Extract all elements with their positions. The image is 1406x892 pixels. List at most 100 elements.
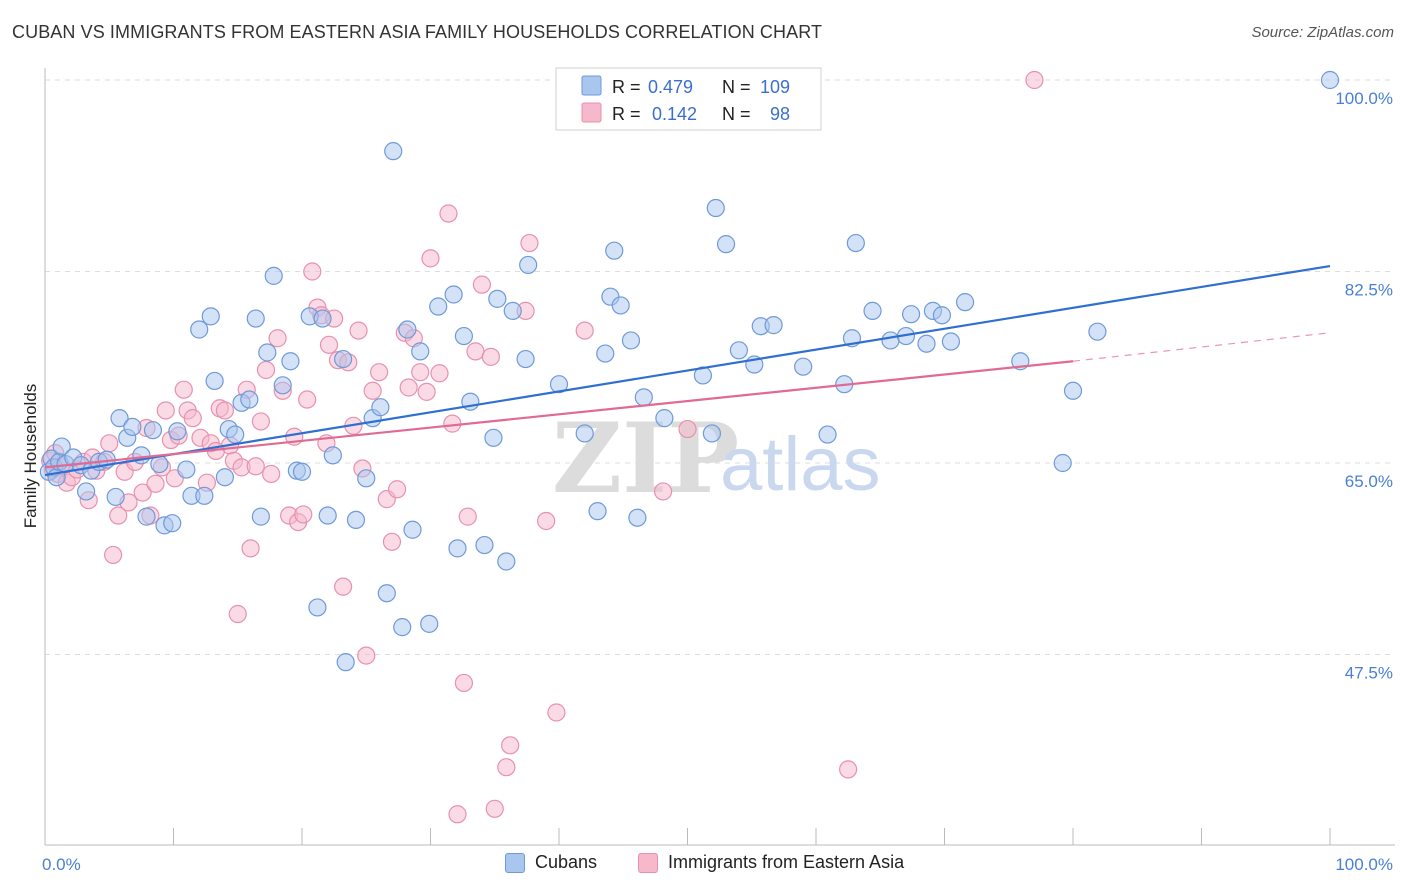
cubans-point [448, 539, 467, 558]
asia-point [251, 412, 270, 431]
cubans-point [411, 342, 430, 361]
x-tick-label: 100.0% [1335, 855, 1393, 874]
cubans-point [258, 343, 277, 362]
cubans-point [403, 520, 422, 539]
trend-lines [44, 264, 1331, 477]
cubans-point [308, 598, 327, 617]
series-immigrants-eastern-asia [41, 70, 1044, 824]
cubans-point [497, 552, 516, 571]
cubans-point [628, 508, 647, 527]
cubans-point [955, 293, 975, 312]
asia-point [501, 736, 520, 755]
y-tick-label: 47.5% [1345, 664, 1393, 683]
cubans-point [123, 417, 142, 436]
asia-point [678, 419, 697, 439]
watermark-zip: ZIP [552, 402, 739, 515]
cubans-point [77, 482, 96, 501]
cubans-point [377, 584, 396, 603]
asia-point [458, 507, 477, 526]
cubans-point [475, 535, 494, 555]
cubans-point [195, 486, 214, 505]
asia-point [349, 321, 368, 340]
x-tick-label: 0.0% [42, 855, 81, 874]
watermark-atlas: atlas [720, 422, 881, 507]
asia-point [104, 545, 123, 565]
cubans-point [251, 507, 270, 526]
asia-point [334, 577, 353, 596]
asia-point [1025, 70, 1044, 90]
asia-point [547, 703, 566, 722]
y-tick-label: 82.5% [1345, 281, 1393, 300]
asia-point [228, 604, 247, 624]
asia-point [256, 360, 276, 380]
cubans-point [655, 409, 674, 428]
cubans-point [588, 502, 607, 521]
legend-r-value: 0.142 [652, 104, 697, 124]
cubans-point [323, 446, 342, 465]
cubans-point [575, 424, 594, 443]
cubans-point [137, 507, 156, 526]
chart-title: CUBAN VS IMMIGRANTS FROM EASTERN ASIA FA… [12, 22, 823, 42]
cubans-point [205, 371, 224, 391]
cubans-point [596, 344, 615, 363]
asia-point [466, 342, 485, 361]
cubans-point [215, 468, 234, 487]
legend-n-value: 98 [770, 104, 790, 124]
cubans-point [1320, 70, 1340, 90]
asia-point [537, 511, 556, 531]
legend-n-label: N = [722, 77, 751, 97]
asia-point [411, 363, 430, 382]
cubans-point [454, 326, 474, 346]
asia-point [133, 483, 152, 502]
asia-point [382, 532, 402, 551]
asia-point [146, 474, 165, 493]
cubans-point [702, 424, 722, 443]
asia-point [421, 249, 440, 268]
y-tick-label: 65.0% [1345, 472, 1393, 491]
cubans-point [503, 301, 522, 320]
asia-point [387, 480, 407, 499]
asia-point [268, 329, 287, 348]
cubans-point [549, 375, 569, 394]
asia-point [399, 378, 418, 397]
cubans-point [846, 233, 865, 253]
cubans-point [273, 376, 292, 395]
legend-r-label: R = [612, 104, 641, 124]
cubans-point [346, 510, 366, 530]
legend-swatch-cubans [505, 852, 525, 873]
cubans-point [794, 357, 813, 376]
cubans-point [168, 422, 187, 441]
asia-point [575, 321, 594, 340]
cubans-point [932, 306, 952, 325]
cubans-point [729, 341, 749, 360]
asia-point [520, 233, 539, 253]
cubans-point [444, 285, 463, 304]
cubans-point [764, 316, 783, 335]
cubans-point [634, 388, 653, 407]
cubans-point [201, 307, 220, 326]
asia-point [481, 347, 500, 366]
cubans-point [706, 198, 725, 218]
cubans-point [292, 462, 312, 481]
cubans-point [334, 349, 353, 369]
asia-point [417, 382, 436, 401]
asia-point [357, 646, 376, 665]
cubans-point [313, 309, 332, 328]
asia-point [183, 409, 202, 428]
asia-point [246, 457, 265, 476]
asia-point [109, 506, 128, 525]
cubans-point [163, 514, 182, 533]
legend-label-cubans: Cubans [535, 852, 598, 872]
cubans-point [484, 428, 503, 447]
cubans-point [611, 296, 630, 315]
cubans-point [106, 487, 125, 507]
asia-point [294, 505, 313, 524]
asia-point [363, 381, 382, 400]
legend-n-value: 109 [760, 77, 790, 97]
legend-r-value: 0.479 [648, 77, 693, 97]
cubans-point [1053, 453, 1072, 473]
legend-item-asia: Immigrants from Eastern Asia [638, 852, 904, 873]
legend-r-label: R = [612, 77, 641, 97]
y-axis-label: Family Households [21, 384, 40, 529]
